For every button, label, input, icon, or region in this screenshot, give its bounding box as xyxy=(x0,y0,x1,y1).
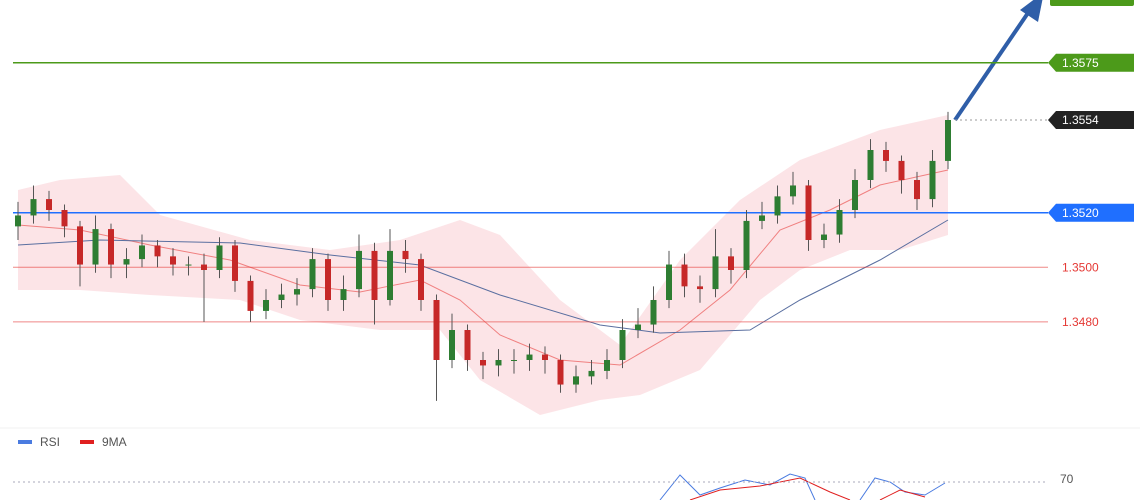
candle-body xyxy=(77,226,83,265)
candle-body xyxy=(712,256,719,290)
level-label: 1.3500 xyxy=(1062,260,1099,274)
candle-body xyxy=(15,215,21,227)
level-label-box xyxy=(1048,53,1134,72)
candle-body xyxy=(635,324,641,330)
candle-body xyxy=(883,150,889,161)
candle-body xyxy=(898,160,905,180)
candle-body xyxy=(356,250,362,290)
candle-body xyxy=(108,229,114,265)
candle-body xyxy=(154,245,161,257)
candle-body xyxy=(728,256,734,270)
candle-body xyxy=(340,289,347,300)
candle-body xyxy=(232,245,238,281)
candle-body xyxy=(914,180,920,200)
candle-body xyxy=(790,185,796,197)
candle-body xyxy=(61,210,68,227)
legend-swatch xyxy=(18,440,32,444)
candles xyxy=(15,111,951,401)
levels: 1.3575 1.3554 1.3520 1.3500 1.3480 xyxy=(13,53,1134,329)
candle-body xyxy=(309,259,316,290)
candle-body xyxy=(681,264,688,287)
candle-body xyxy=(263,300,269,311)
candle-body xyxy=(495,360,502,366)
trend-arrow xyxy=(953,8,1032,122)
candle-body xyxy=(805,185,812,240)
candle-body xyxy=(278,294,285,300)
candle-body xyxy=(92,229,99,265)
candle-body xyxy=(557,360,564,385)
indicator-panel: RSI 9MA 70 xyxy=(0,427,1140,500)
offscreen-level-box xyxy=(1050,0,1134,6)
candle-body xyxy=(929,160,936,200)
legend-label: RSI xyxy=(40,435,60,449)
legend-swatch xyxy=(80,440,94,444)
candle-body xyxy=(46,199,52,210)
rsi-line xyxy=(659,473,946,500)
level-label: 1.3480 xyxy=(1062,315,1099,329)
candle-body xyxy=(433,300,440,360)
candle-body xyxy=(402,250,409,260)
candle-body xyxy=(573,376,579,385)
trend-arrow-head xyxy=(1020,0,1043,22)
candle-body xyxy=(170,256,176,265)
level-label: 1.3575 xyxy=(1062,56,1099,70)
moving-average-fast xyxy=(17,169,949,366)
candle-body xyxy=(139,245,145,260)
candle-body xyxy=(945,120,951,161)
candle-body xyxy=(526,354,533,360)
candle-body xyxy=(185,264,192,266)
level-label-box xyxy=(1048,203,1134,222)
candle-body xyxy=(852,180,858,210)
candle-body xyxy=(836,210,843,235)
candle-body xyxy=(697,286,703,290)
candle-body xyxy=(650,300,657,325)
candle-body xyxy=(774,196,781,216)
candle-body xyxy=(418,259,424,300)
candle-body xyxy=(464,330,471,360)
level-label: 1.3520 xyxy=(1062,206,1099,220)
candle-body xyxy=(511,360,517,361)
rsi-ma-line xyxy=(689,477,926,500)
bollinger-band xyxy=(18,115,948,415)
candle-body xyxy=(247,280,254,311)
candle-body xyxy=(821,234,827,240)
candle-body xyxy=(449,330,455,360)
level-label-box xyxy=(1048,111,1134,129)
candle-body xyxy=(325,259,331,300)
candle-body xyxy=(294,289,300,295)
candle-body xyxy=(480,360,486,366)
moving-average-slow xyxy=(17,219,949,334)
candle-body xyxy=(30,199,37,216)
indicator-tick-label: 70 xyxy=(1060,472,1074,486)
candle-body xyxy=(588,370,595,377)
candle-body xyxy=(619,330,626,360)
candle-body xyxy=(201,264,207,270)
candle-body xyxy=(867,150,874,180)
candle-body xyxy=(542,354,548,360)
candle-body xyxy=(604,360,610,371)
candle-body xyxy=(387,250,393,300)
candle-body xyxy=(123,259,130,265)
level-label: 1.3554 xyxy=(1062,113,1099,127)
candle-body xyxy=(216,245,223,270)
candle-body xyxy=(371,250,378,300)
candle-body xyxy=(666,264,672,300)
candle-body xyxy=(743,220,750,270)
legend-label: 9MA xyxy=(102,435,127,449)
candle-body xyxy=(759,215,765,221)
